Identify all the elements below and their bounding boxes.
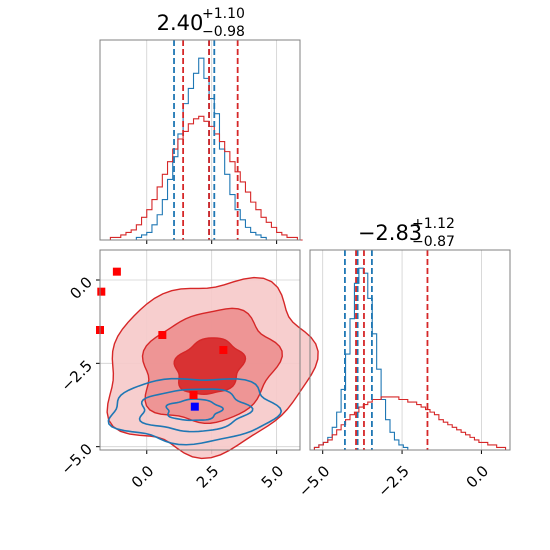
marker-marker_red [97,287,106,296]
marker-marker_red [112,267,121,276]
panel-title: −2.83 [358,221,422,245]
marker-marker_red [219,346,228,354]
x-tick-label: 0.0 [128,462,158,492]
histogram-step-red [100,115,303,241]
x-tick-label: 2.5 [193,462,223,492]
title-value: −2.83 [358,221,422,245]
x-tick-label: −2.5 [374,462,412,500]
title-upper-error: +1.10 [202,6,245,22]
axes-frame [309,249,511,451]
marker-marker_red [158,331,167,339]
title-lower-error: −0.98 [202,24,245,40]
contour-level-blue [138,388,254,433]
marker-marker_blue [190,402,199,411]
histogram-step-red [310,396,510,451]
title-upper-error: +1.12 [412,216,455,232]
histogram-panel-parameter-1: 2.40+1.10 −0.98 [99,6,303,244]
marker-marker_red [189,391,198,399]
y-tick-label: 0.0 [66,273,96,303]
axes-frame [99,249,301,451]
title-value: 2.40 [157,11,204,35]
histogram-panel-parameter-2: −5.0 −2.5 0.0 −2.83+1.12 −0.87 [295,216,511,501]
x-tick-label: 5.0 [258,462,288,492]
y-tick-label: −5.0 [58,440,96,478]
x-tick-label: 0.0 [463,462,493,492]
histogram-step-blue [310,267,510,451]
x-tick-label: −5.0 [295,462,333,500]
y-tick-label: −2.5 [58,357,96,395]
axes-frame [99,39,301,241]
histogram-step-blue [100,57,303,241]
contour-level-blue [107,377,283,446]
contour-panel-joint: 0.0 2.5 5.0 0.0 −2.5 −5.0 [58,249,319,492]
title-lower-error: −0.87 [412,234,455,250]
contour-level-blue [165,398,224,422]
panel-title: 2.40 [157,11,204,35]
